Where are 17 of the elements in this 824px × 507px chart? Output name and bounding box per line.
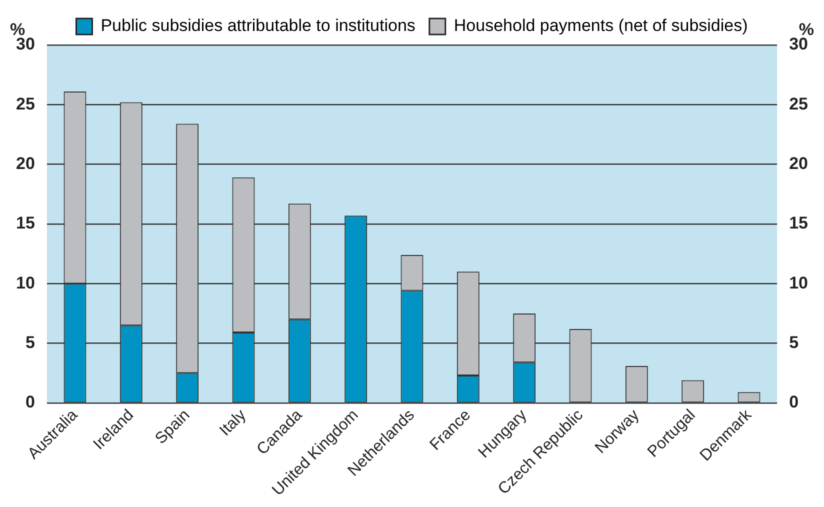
y-tick-label: 10 [16,273,35,292]
y-tick-label: 20 [16,154,35,173]
y2-tick-label: 15 [789,214,808,233]
y2-tick-label: 20 [789,154,808,173]
y2-tick-label: 5 [789,332,799,352]
y-tick-label: 30 [16,34,35,54]
x-tick-label: Italy [216,406,250,440]
legend-label: Public subsidies attributable to institutions [100,16,416,36]
y-tick-label: 25 [16,94,35,114]
y2-tick-label: 10 [789,273,808,292]
y2-tick-label: 0 [789,392,799,412]
y-tick-label: 15 [16,214,35,233]
y2-tick-label: 30 [789,34,808,54]
legend-label: Household payments (net of subsidies) [454,16,748,36]
y-tick-label: 5 [25,332,35,352]
y2-tick-label: 25 [789,94,808,114]
y-tick-label: 0 [25,392,35,412]
